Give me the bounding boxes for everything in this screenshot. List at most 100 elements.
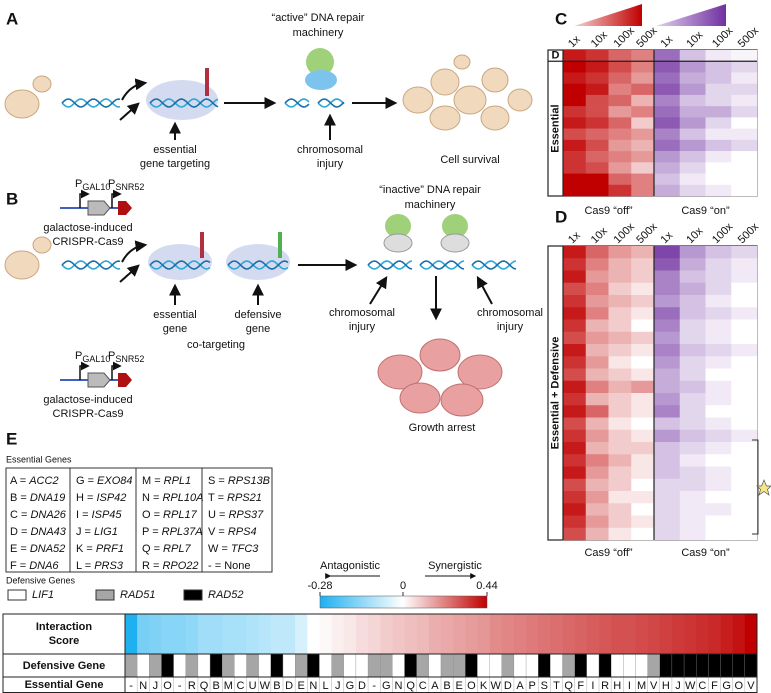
- heatmap-cell: [654, 466, 681, 480]
- gene-name: EXO84: [97, 475, 132, 487]
- gene-key: F =: [10, 560, 26, 572]
- heatmap-cell: [679, 246, 706, 259]
- heatmap-cell: [654, 295, 681, 308]
- gene-entry: N = RPL10A: [142, 492, 203, 504]
- heatmap-cell: [654, 491, 681, 504]
- defensive-cell: [598, 653, 612, 678]
- colorbar-tick-label: -0.28: [307, 580, 332, 592]
- heatmap-cell: [679, 83, 706, 96]
- defensive-cell: [623, 653, 636, 678]
- score-cell: [562, 614, 575, 654]
- legend-label: RAD51: [120, 589, 155, 601]
- heatmap-cell: [631, 246, 655, 259]
- repair-title: machinery: [293, 27, 344, 39]
- gene-key: L =: [76, 560, 91, 572]
- defensive-cell: [355, 653, 369, 678]
- label: gene: [246, 323, 270, 335]
- score-cell: [671, 614, 685, 654]
- gene-key: V =: [208, 526, 225, 538]
- heatmap-cell: [731, 151, 758, 163]
- heatmap-cell: [631, 117, 655, 129]
- heatmap-cell: [705, 491, 732, 504]
- gene-key: C =: [10, 509, 27, 521]
- essential-cell: S: [541, 680, 548, 692]
- essential-cell: M: [224, 680, 233, 692]
- heatmap-cell: [631, 270, 655, 284]
- heatmap-cell: [705, 246, 732, 259]
- panel-label: A: [6, 9, 18, 28]
- gene-entry: B = DNA19: [10, 492, 65, 504]
- heatmap-cell: [679, 139, 706, 152]
- gene-key: B =: [10, 492, 27, 504]
- heatmap-cell: [679, 393, 706, 406]
- label: chromosomal: [477, 307, 543, 319]
- heatmap-cell: [608, 319, 632, 333]
- heatmap-cell: [631, 128, 655, 141]
- heatmap-cell: [585, 393, 609, 406]
- defensive-cell: [185, 653, 199, 678]
- heatmap-cell: [631, 282, 655, 296]
- heatmap-cell: [563, 380, 587, 394]
- colorbar-tick-label: 0: [400, 580, 406, 592]
- heatmap-cell: [563, 491, 587, 504]
- heatmap-cell: [608, 405, 632, 418]
- heatmap-cell: [631, 478, 655, 492]
- legend-swatch: [183, 589, 203, 601]
- heatmap-cell: [705, 173, 732, 186]
- heatmap-cell: [731, 491, 758, 504]
- heatmap-cell: [731, 307, 758, 320]
- heatmap-cell: [631, 319, 655, 333]
- heatmap-cell: [731, 117, 758, 129]
- heatmap-cell: [608, 173, 632, 186]
- heatmap-cell: [608, 491, 632, 504]
- heatmap-cell: [731, 344, 758, 357]
- heatmap-cell: [631, 344, 655, 357]
- heatmap-cell: [585, 478, 609, 492]
- gene-name: ISP45: [92, 509, 123, 521]
- heatmap-cell: [731, 380, 758, 394]
- essential-cell: I: [628, 680, 631, 692]
- score-cell: [331, 614, 345, 654]
- heatmap-cell: [705, 454, 732, 467]
- gene-entry: O = RPL17: [142, 509, 198, 521]
- essential-cell: E: [456, 680, 463, 692]
- promoter-letter: P: [108, 350, 115, 362]
- concentration-label: 500x: [634, 24, 660, 50]
- heatmap-cell: [705, 258, 732, 271]
- defensive-cell: [197, 653, 211, 678]
- gene-entry: I = ISP45: [76, 509, 122, 521]
- score-cell: [368, 614, 381, 654]
- heatmap-cell: [705, 50, 732, 62]
- panel-label: E: [6, 429, 17, 448]
- heatmap-cell: [679, 442, 706, 455]
- essential-cell: Q: [406, 680, 415, 692]
- heatmap-cell: [731, 405, 758, 418]
- heatmap-cell: [705, 72, 732, 84]
- gene-name: PRS3: [94, 560, 124, 572]
- plasmid: [60, 361, 132, 388]
- gene-entry: W = TFC3: [208, 543, 259, 555]
- colorbar-tick-label: 0.44: [476, 580, 497, 592]
- dna-strand: [317, 98, 345, 108]
- gene-name: DNA6: [29, 560, 59, 572]
- heatmap-cell: [631, 356, 655, 369]
- gene-name: RPL10A: [162, 492, 203, 504]
- repair-protein: [383, 214, 470, 253]
- heatmap-cell: [608, 344, 632, 357]
- heatmap-cell: [705, 442, 732, 455]
- heatmap-cell: [654, 515, 681, 529]
- concentration-label: 100x: [710, 220, 736, 246]
- heatmap-cell: [679, 368, 706, 382]
- concentration-label: 10x: [684, 225, 705, 246]
- heatmap-cell: [563, 72, 587, 84]
- dna-strand: [61, 260, 121, 270]
- heatmap-cell: [705, 295, 732, 308]
- score-cell: [647, 614, 661, 654]
- defensive-cell: [404, 653, 417, 678]
- gene-name: LIG1: [94, 526, 118, 538]
- dna-strand: [284, 98, 310, 108]
- heatmap-cell: [563, 139, 587, 152]
- colorbar: Antagonistic Synergistic -0.28 0 0.44: [307, 560, 498, 609]
- heatmap-cell: [631, 61, 655, 73]
